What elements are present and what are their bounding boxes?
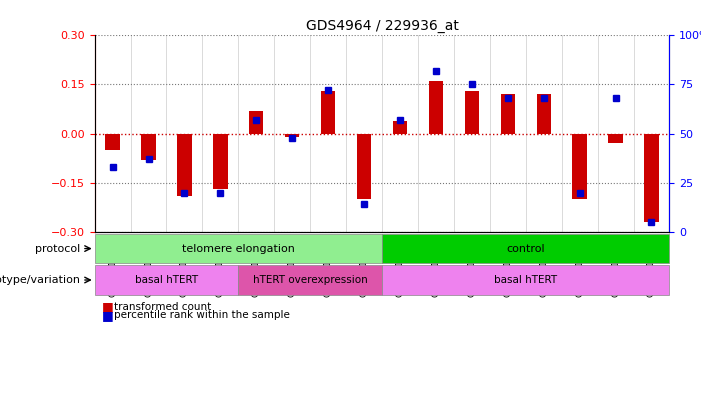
Bar — [501, 94, 515, 134]
Text: protocol: protocol — [35, 244, 81, 253]
Text: percentile rank within the sample: percentile rank within the sample — [114, 310, 290, 320]
Bar — [321, 91, 335, 134]
Bar — [213, 134, 228, 189]
Bar — [249, 111, 264, 134]
Bar — [285, 134, 299, 137]
Text: hTERT overexpression: hTERT overexpression — [253, 275, 367, 285]
Bar — [536, 94, 551, 134]
Text: genotype/variation: genotype/variation — [0, 275, 81, 285]
Text: transformed count: transformed count — [114, 301, 212, 312]
Bar — [357, 134, 372, 199]
Bar — [105, 134, 120, 150]
Bar — [608, 134, 622, 143]
Bar — [644, 134, 659, 222]
Bar — [393, 121, 407, 134]
Bar — [429, 81, 443, 134]
Bar — [142, 134, 156, 160]
Text: telomere elongation: telomere elongation — [182, 244, 295, 253]
Text: basal hTERT: basal hTERT — [135, 275, 198, 285]
Title: GDS4964 / 229936_at: GDS4964 / 229936_at — [306, 19, 458, 33]
Bar — [177, 134, 191, 196]
Bar — [573, 134, 587, 199]
Text: ■: ■ — [102, 309, 114, 322]
Text: ■: ■ — [102, 300, 114, 313]
Bar — [465, 91, 479, 134]
Text: control: control — [506, 244, 545, 253]
Text: basal hTERT: basal hTERT — [494, 275, 557, 285]
